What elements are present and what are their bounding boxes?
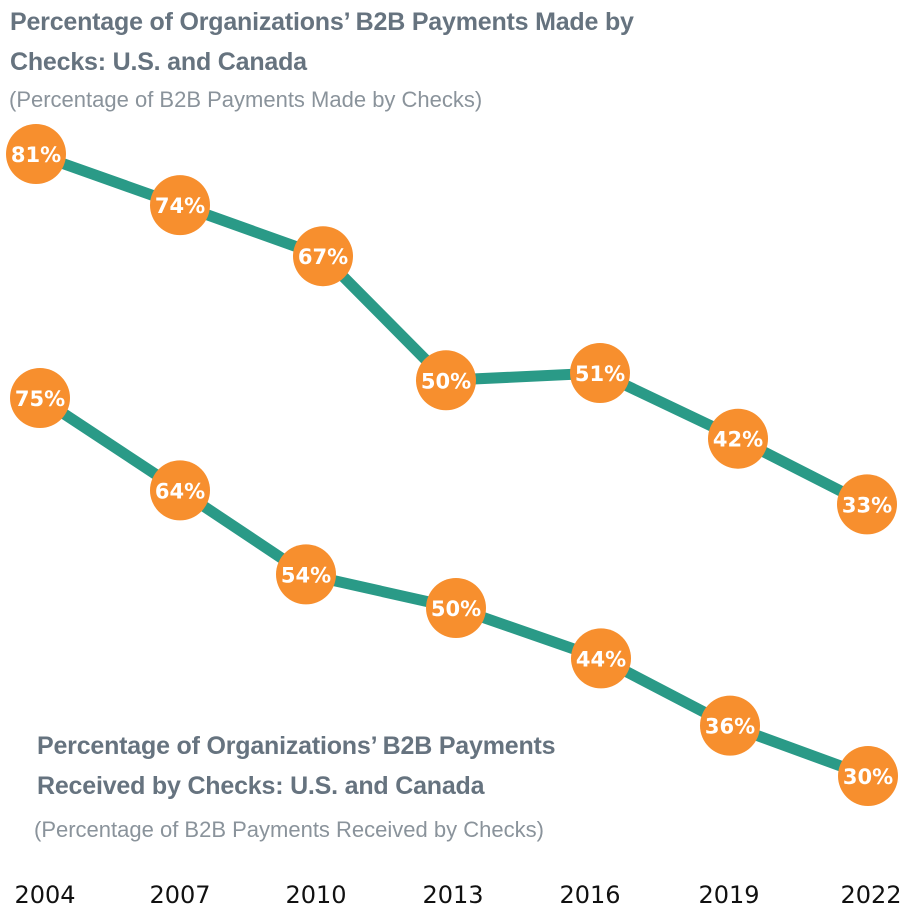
data-label-made-2022: 33%	[842, 493, 892, 517]
data-label-received-2019: 36%	[705, 715, 755, 739]
made-chart-subtitle: (Percentage of B2B Payments Made by Chec…	[9, 87, 483, 112]
data-point-received-2019	[700, 695, 760, 756]
data-point-received-2013	[426, 578, 486, 638]
data-point-made-2013	[416, 350, 476, 411]
data-point-made-2016	[570, 343, 630, 403]
data-label-made-2013: 50%	[421, 369, 471, 393]
x-tick-label-2004: 2004	[14, 881, 75, 909]
x-tick-label-2022: 2022	[840, 881, 901, 909]
x-tick-label-2016: 2016	[559, 881, 620, 909]
data-point-made-2004	[6, 124, 66, 184]
received-chart-title: Percentage of Organizations’ B2B Payment…	[37, 732, 556, 800]
series-received: 75% 64% 54% 50% 44% 36% 30%	[10, 368, 898, 806]
data-label-made-2004: 81%	[11, 143, 61, 167]
x-tick-label-2007: 2007	[149, 881, 210, 909]
data-label-made-2007: 74%	[155, 194, 205, 218]
series-made: 81% 74% 67% 50% 51% 42% 33%	[6, 124, 897, 535]
x-tick-label-2010: 2010	[285, 881, 346, 909]
data-label-received-2007: 64%	[155, 479, 205, 503]
data-label-received-2013: 50%	[431, 597, 481, 621]
data-label-received-2016: 44%	[576, 647, 626, 671]
data-point-made-2007	[150, 175, 210, 236]
data-point-received-2004	[10, 368, 70, 428]
data-label-made-2010: 67%	[298, 245, 348, 269]
data-label-made-2016: 51%	[575, 362, 625, 386]
data-point-made-2019	[708, 408, 768, 469]
data-label-received-2004: 75%	[15, 387, 65, 411]
data-point-received-2007	[150, 460, 210, 521]
x-tick-label-2013: 2013	[422, 881, 483, 909]
received-chart-subtitle: (Percentage of B2B Payments Received by …	[34, 817, 544, 842]
x-tick-label-2019: 2019	[698, 881, 759, 909]
data-point-made-2022	[837, 474, 897, 535]
data-point-received-2010	[276, 544, 336, 605]
data-label-received-2022: 30%	[843, 765, 893, 789]
x-axis: 2004 2007 2010 2013 2016 2019 2022	[14, 881, 901, 909]
data-point-made-2010	[293, 226, 353, 287]
data-label-made-2019: 42%	[713, 428, 763, 452]
data-point-received-2016	[571, 628, 631, 689]
data-label-received-2010: 54%	[281, 563, 331, 587]
data-point-received-2022	[838, 746, 898, 806]
made-chart-title: Percentage of Organizations’ B2B Payment…	[10, 8, 634, 76]
